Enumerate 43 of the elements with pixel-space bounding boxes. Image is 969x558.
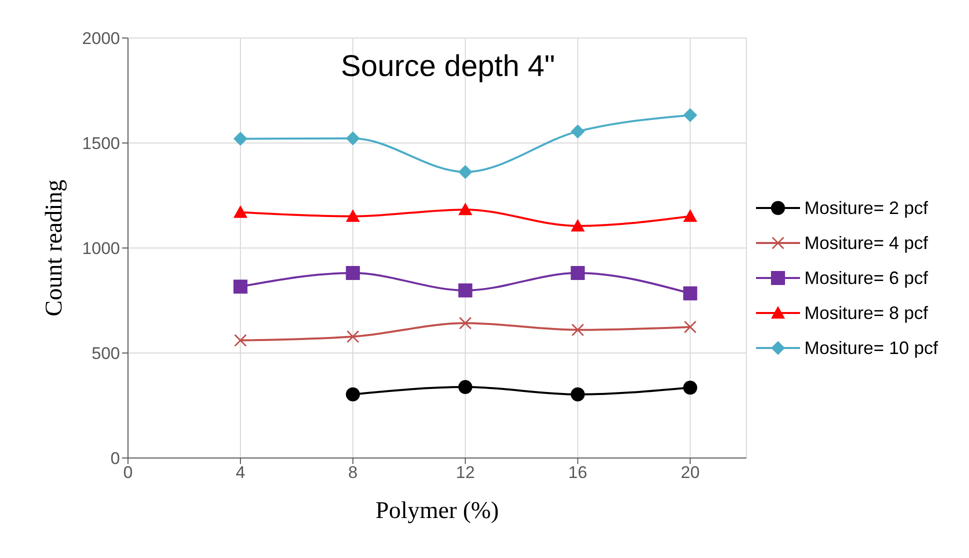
x-axis-title: Polymer (%)	[376, 498, 499, 524]
x-tick-label: 0	[123, 463, 133, 482]
y-axis-title: Count reading	[42, 180, 68, 316]
point	[233, 205, 248, 218]
point	[233, 280, 248, 294]
y-tick-label: 2000	[82, 29, 120, 48]
point	[234, 334, 247, 347]
x-tick-label: 16	[568, 463, 588, 482]
legend-label: Mositure= 4 pcf	[804, 232, 928, 254]
legend-label: Mositure= 10 pcf	[804, 338, 938, 358]
point	[570, 387, 585, 402]
y-tick-label: 1000	[82, 239, 120, 258]
x-tick-label: 12	[456, 463, 475, 482]
legend-label: Mositure= 6 pcf	[804, 268, 928, 288]
y-tick-label: 500	[92, 344, 120, 364]
y-tick-label: 1500	[82, 134, 120, 154]
point	[570, 124, 585, 138]
point	[458, 202, 472, 216]
point	[233, 132, 248, 146]
point	[683, 286, 698, 300]
point	[458, 380, 472, 394]
point	[458, 164, 472, 179]
point	[346, 131, 360, 146]
point	[458, 316, 472, 330]
x-tick-label: 20	[680, 463, 700, 482]
point	[346, 387, 360, 402]
legend-label: Mositure= 2 pcf	[804, 198, 928, 218]
point	[346, 209, 360, 222]
point	[683, 209, 698, 222]
point	[458, 283, 472, 298]
y-tick-label: 0	[110, 449, 120, 468]
point	[571, 324, 584, 336]
point	[570, 218, 585, 232]
x-tick-label: 4	[236, 463, 246, 482]
point	[683, 380, 698, 395]
point	[570, 266, 585, 280]
legend-label: Mositure= 8 pcf	[804, 302, 928, 324]
point	[346, 266, 360, 280]
x-tick-label: 8	[348, 463, 358, 482]
point	[684, 320, 697, 334]
point	[346, 330, 360, 343]
point	[683, 108, 698, 122]
chart-title: Source depth 4"	[340, 50, 556, 84]
